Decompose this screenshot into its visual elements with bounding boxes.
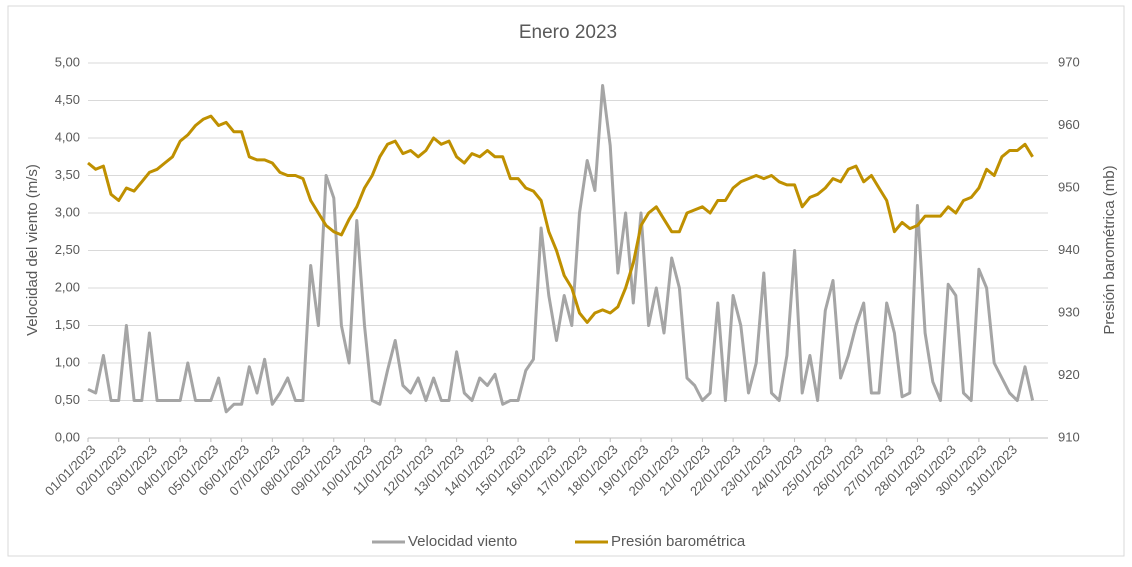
y-tick-label: 0,50	[55, 392, 80, 407]
y2-tick-label: 960	[1058, 117, 1080, 132]
y-tick-label: 4,50	[55, 92, 80, 107]
series-line	[87, 84, 1035, 414]
y2-tick-label: 910	[1058, 429, 1080, 444]
y2-axis-label: Presión barométrica (mb)	[1101, 165, 1118, 334]
y-tick-label: 4,00	[55, 129, 80, 144]
y-axis-label: Velocidad del viento (m/s)	[24, 164, 41, 336]
y2-tick-label: 920	[1058, 367, 1080, 382]
y2-tick-label: 940	[1058, 242, 1080, 257]
y-tick-label: 2,50	[55, 242, 80, 257]
y2-tick-label: 930	[1058, 304, 1080, 319]
legend-label: Velocidad viento	[408, 533, 517, 550]
y-tick-label: 2,00	[55, 279, 80, 294]
y-tick-label: 5,00	[55, 54, 80, 69]
y-tick-label: 1,00	[55, 354, 80, 369]
y-tick-label: 3,50	[55, 167, 80, 182]
y2-tick-label: 970	[1058, 54, 1080, 69]
series-line	[87, 114, 1034, 324]
legend-label: Presión barométrica	[611, 533, 746, 550]
y-tick-label: 3,00	[55, 204, 80, 219]
y2-tick-label: 950	[1058, 179, 1080, 194]
y-tick-label: 0,00	[55, 429, 80, 444]
y-tick-label: 1,50	[55, 317, 80, 332]
chart-title: Enero 2023	[519, 22, 617, 43]
